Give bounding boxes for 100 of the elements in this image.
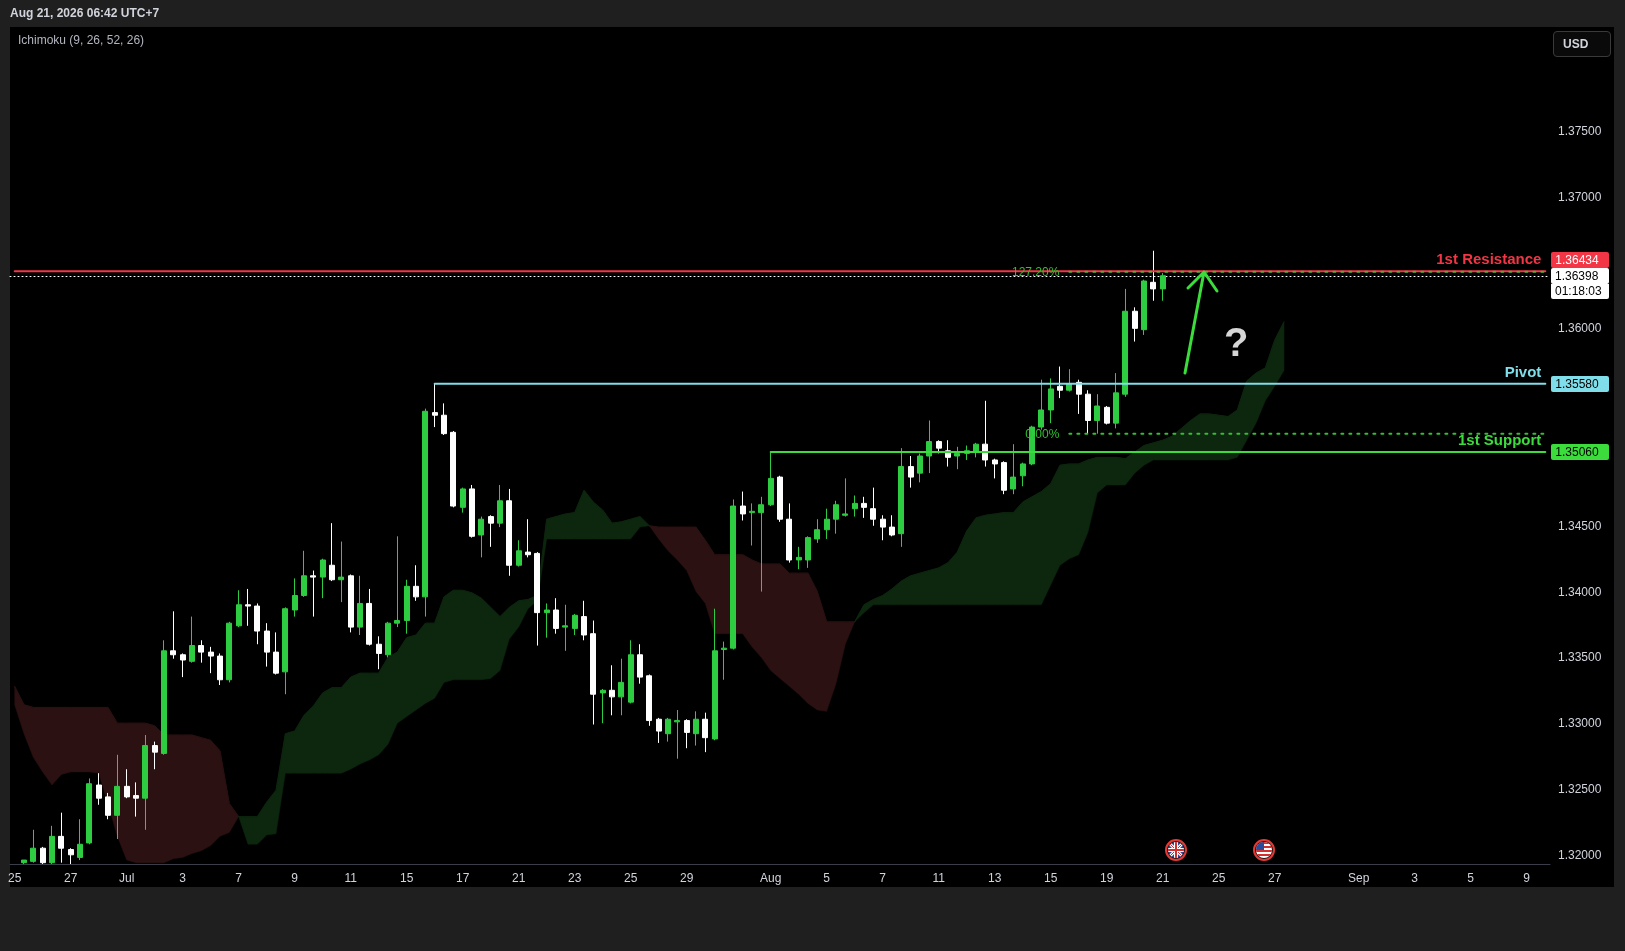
candlestick [40,846,46,865]
candlestick [861,496,867,519]
candlestick [1038,379,1044,431]
data-label: 1.36434 [1551,251,1610,268]
x-tick-label: 21 [1155,871,1170,885]
x-tick-label: Sep [1347,871,1370,885]
candlestick [198,639,204,664]
candlestick [338,541,344,603]
candlestick [870,487,876,527]
candlestick [208,646,214,674]
x-tick-label: 29 [679,871,694,885]
y-tick-label: 1.33500 [1558,650,1602,665]
data-label: 1.35060 [1551,444,1610,461]
candlestick [329,522,335,582]
candlestick [600,688,606,724]
candlestick [590,620,596,725]
candlestick [833,500,839,535]
y-axis-title: USD [1553,31,1611,57]
candlestick [1113,372,1119,429]
candlestick [441,402,447,436]
x-tick-label: 15 [399,871,414,885]
candlestick [488,514,494,548]
candlestick [1048,377,1054,424]
candlestick [814,518,820,544]
candlestick [544,602,550,639]
candlestick [1085,389,1091,435]
candlestick [282,606,288,695]
candlestick [217,652,223,686]
candlestick [1066,368,1072,393]
ref-line-label: 1.36398 [1551,267,1609,284]
candlestick [1010,443,1016,495]
candlestick [796,546,802,570]
candlestick [1057,366,1063,399]
candlestick [478,516,484,558]
candlestick [310,570,316,618]
y-tick-label: 1.37000 [1558,189,1602,204]
data-label: 1.35580 [1551,375,1610,392]
x-tick-label: 3 [179,871,187,885]
candlestick [236,589,242,628]
candlestick [936,439,942,454]
x-tick-label: 7 [879,871,887,885]
candlestick [96,772,102,806]
candlestick [114,754,120,840]
candlestick [469,484,475,539]
candlestick [273,631,279,675]
candlestick [170,610,176,660]
y-tick-label: 1.32500 [1558,781,1602,796]
candlestick [432,383,438,428]
candlestick [161,639,167,756]
candlestick [366,588,372,647]
x-tick-label: 25 [7,871,22,885]
candlestick [58,812,64,864]
candlestick [824,508,830,540]
candlestick [254,602,260,645]
candlestick [394,535,400,628]
candlestick [674,709,680,760]
candlestick [842,477,848,518]
candlestick [908,455,914,489]
candlestick [30,829,36,864]
candlestick [656,717,662,744]
candlestick [730,498,736,650]
candlestick [142,734,148,831]
candlestick [805,535,811,569]
text: Ichimoku (9, 26, 52, 26) [18,33,145,48]
x-tick-label: 25 [623,871,638,885]
candlestick [348,573,354,633]
candlestick [712,608,718,741]
candlestick [889,514,895,537]
candlestick [1122,288,1128,398]
candlestick [497,484,503,528]
candlestick [1020,462,1026,487]
candlestick [404,579,410,635]
candlestick [768,451,774,507]
candlestick [1104,405,1110,425]
annotation: ? [1224,320,1249,364]
candlestick [1132,306,1138,343]
candlestick [880,514,886,541]
y-tick-label: 1.32000 [1558,847,1602,862]
candlestick [413,564,419,602]
candlestick [618,658,624,716]
candlestick [152,741,158,770]
candlestick [982,400,988,468]
y-tick-label: 1.34500 [1558,518,1602,533]
candlestick [86,777,92,845]
y-tick-label: 1.37500 [1558,123,1602,138]
candlestick [525,518,531,558]
candlestick [684,718,690,749]
x-tick-label: 5 [823,871,831,885]
candlestick [609,664,615,716]
candlestick [917,452,923,483]
candlestick [534,551,540,647]
x-tick-label: Jul [118,871,135,885]
x-tick-label: 9 [291,871,299,885]
candlestick [105,792,111,820]
x-tick-label: 25 [1211,871,1226,885]
candlestick [740,491,746,522]
candlestick [450,430,456,508]
candlestick [693,710,699,747]
x-tick-label: 15 [1043,871,1058,885]
candlestick [786,502,792,564]
